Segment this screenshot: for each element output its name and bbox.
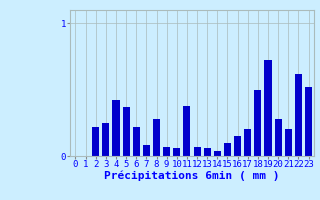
Bar (234, 136, 241, 156)
Bar (102, 123, 109, 156)
Bar (204, 148, 211, 156)
X-axis label: Précipitations 6min ( mm ): Précipitations 6min ( mm ) (104, 171, 280, 181)
Bar (275, 119, 282, 156)
Bar (295, 74, 302, 156)
Bar (133, 127, 140, 156)
Bar (224, 143, 231, 156)
Bar (214, 151, 221, 156)
Bar (254, 90, 261, 156)
Bar (173, 148, 180, 156)
Bar (183, 106, 190, 156)
Bar (264, 60, 272, 156)
Bar (143, 145, 150, 156)
Bar (153, 119, 160, 156)
Bar (285, 129, 292, 156)
Bar (123, 107, 130, 156)
Bar (112, 100, 120, 156)
Bar (92, 127, 99, 156)
Bar (194, 147, 201, 156)
Bar (163, 147, 170, 156)
Bar (305, 87, 312, 156)
Bar (244, 129, 251, 156)
